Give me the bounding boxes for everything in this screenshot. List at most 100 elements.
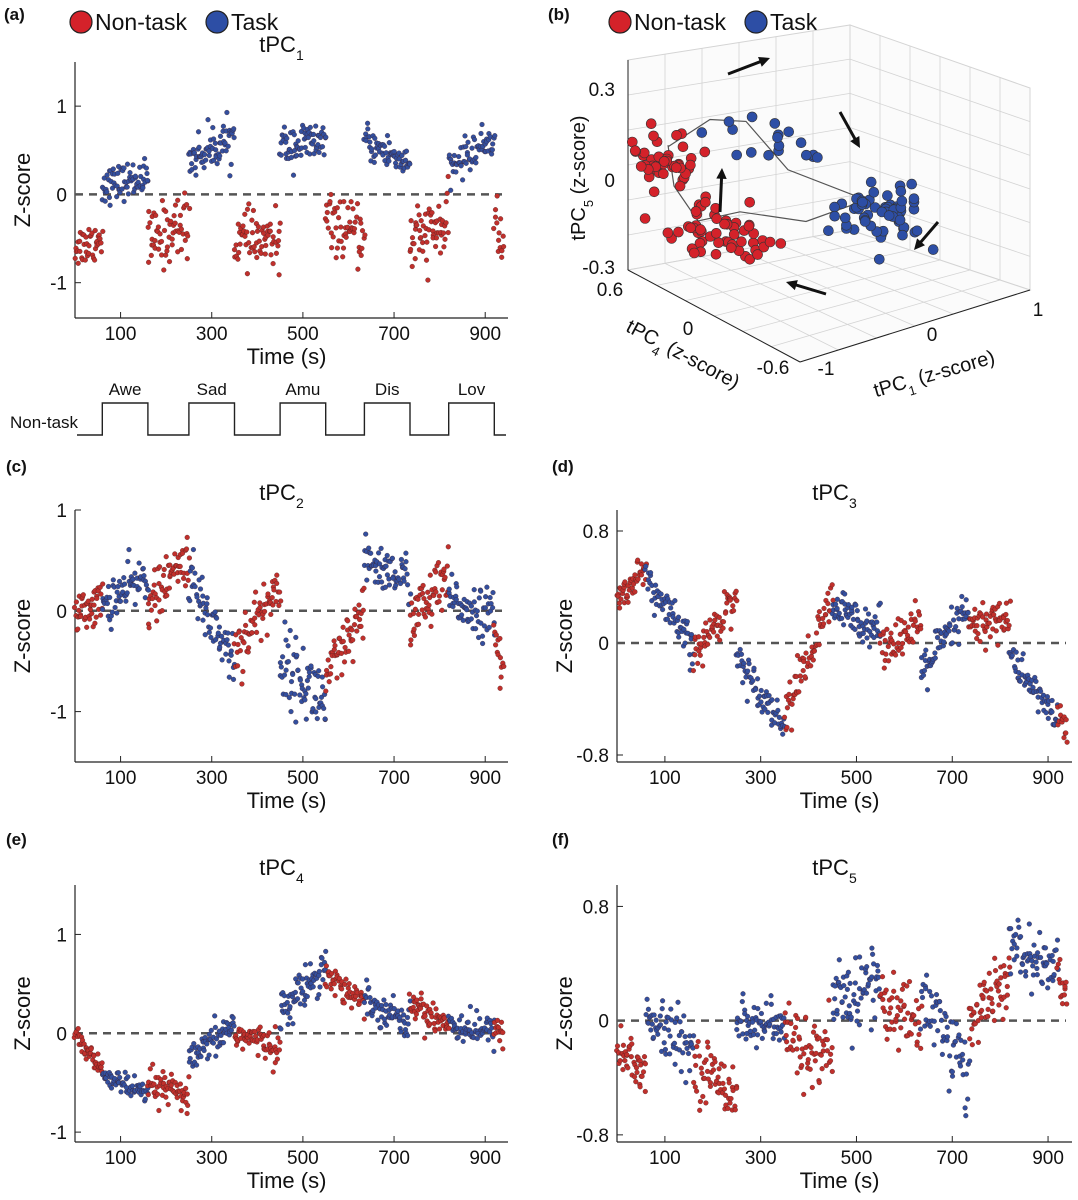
y-axis-label: Z-score — [552, 976, 577, 1051]
nontask-point — [995, 988, 1001, 994]
nontask-point — [640, 1069, 647, 1075]
task-point — [391, 149, 397, 155]
nontask-point — [168, 1071, 174, 1077]
task-point — [372, 152, 378, 158]
nontask-point — [781, 714, 788, 720]
x-tick-label: 500 — [287, 768, 319, 789]
nontask-point — [157, 564, 163, 570]
task-point — [751, 665, 757, 671]
nontask-point — [92, 620, 98, 626]
nontask-point — [426, 602, 432, 608]
task-point — [210, 1040, 216, 1046]
arrow-head — [758, 56, 770, 67]
task-point — [864, 964, 870, 970]
task-point — [882, 190, 893, 201]
nontask-point — [618, 596, 624, 602]
task-point — [842, 994, 848, 1000]
task-point — [1014, 953, 1020, 959]
task-point — [398, 556, 404, 563]
nontask-point — [813, 630, 820, 636]
nontask-point — [412, 256, 418, 262]
nontask-point — [983, 647, 989, 653]
nontask-point — [821, 621, 827, 627]
nontask-point — [712, 1059, 718, 1065]
task-point — [648, 1027, 654, 1033]
x-tick-label: 0 — [927, 325, 938, 346]
nontask-point — [810, 1029, 817, 1035]
nontask-point — [789, 727, 795, 733]
task-point — [124, 184, 130, 190]
task-point — [778, 1029, 784, 1035]
task-point — [872, 614, 878, 620]
task-point — [684, 619, 690, 625]
y-axis-label: Z-score — [10, 976, 35, 1051]
nontask-point — [275, 243, 281, 249]
nontask-point — [430, 1000, 436, 1006]
task-point — [859, 216, 871, 227]
nontask-point — [408, 218, 414, 224]
nontask-point — [883, 651, 889, 657]
nontask-point — [336, 975, 342, 981]
task-point — [1051, 972, 1057, 978]
nontask-point — [816, 642, 822, 648]
chart-title: tPC4 — [259, 855, 304, 886]
nontask-point — [146, 259, 152, 265]
task-point — [917, 1026, 924, 1032]
nontask-point — [899, 986, 905, 992]
nontask-point — [733, 588, 739, 594]
nontask-point — [899, 651, 906, 657]
nontask-point — [346, 632, 352, 638]
nontask-point — [89, 611, 95, 617]
nontask-point — [258, 637, 264, 644]
nontask-point — [786, 1000, 792, 1006]
nontask-point — [237, 241, 243, 247]
task-point — [1042, 945, 1049, 951]
nontask-point — [71, 604, 78, 611]
nontask-point — [979, 1007, 985, 1013]
nontask-point — [444, 190, 450, 196]
nontask-point — [267, 228, 273, 234]
task-point — [653, 1017, 659, 1023]
task-point — [1054, 937, 1061, 943]
task-point — [104, 172, 110, 178]
task-point — [672, 1019, 678, 1025]
task-point — [145, 587, 151, 593]
task-point — [928, 993, 935, 999]
task-point — [205, 612, 211, 618]
task-point — [744, 698, 750, 704]
nontask-point — [246, 1040, 252, 1046]
task-point — [1009, 946, 1015, 952]
nontask-point — [784, 724, 790, 730]
task-point — [653, 582, 659, 588]
nontask-point — [163, 208, 169, 214]
nontask-point — [635, 161, 647, 172]
task-point — [130, 162, 136, 168]
x-axis-label: Time (s) — [800, 1168, 880, 1193]
nontask-point — [670, 162, 682, 173]
nontask-point — [497, 685, 503, 691]
nontask-point — [980, 614, 986, 620]
nontask-point — [695, 224, 706, 235]
task-point — [320, 977, 326, 983]
task-point — [953, 1021, 959, 1027]
task-point — [680, 1050, 686, 1056]
task-point — [313, 696, 319, 702]
task-point — [947, 623, 953, 629]
nontask-point — [146, 625, 152, 631]
nontask-point — [341, 1000, 347, 1006]
nontask-point — [270, 261, 276, 267]
task-point — [1020, 651, 1026, 657]
nontask-point — [632, 1074, 638, 1080]
task-point — [286, 695, 292, 701]
nontask-point — [727, 597, 733, 603]
task-point — [454, 584, 460, 590]
nontask-point — [730, 603, 736, 609]
task-point — [142, 1096, 148, 1102]
nontask-point — [911, 1012, 917, 1019]
task-point — [946, 1088, 952, 1094]
task-point — [854, 1008, 861, 1014]
arrow-head — [716, 168, 727, 180]
task-point — [315, 673, 321, 679]
nontask-point — [916, 1019, 922, 1025]
y-tick-label: -1 — [50, 703, 67, 724]
